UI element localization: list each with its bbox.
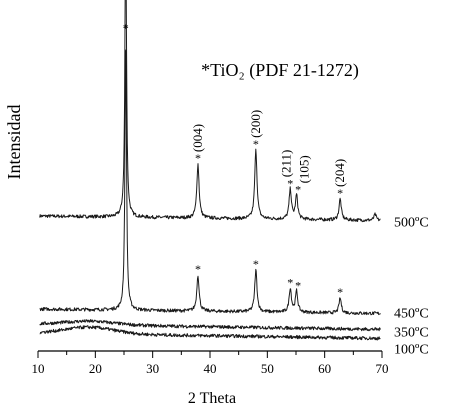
chart-title: *TiO₂ (PDF 21-1272) (201, 60, 359, 81)
hkl-label: (004) (190, 124, 205, 152)
peak-marker: * (253, 257, 259, 271)
peak-marker: * (287, 176, 293, 190)
hkl-label: (200) (248, 110, 263, 138)
peak-marker: * (123, 21, 129, 35)
hkl-label: (105) (297, 155, 312, 183)
series-line (39, 325, 381, 341)
y-axis-label: Intensidad (4, 105, 24, 180)
series-label: 100ºC (394, 343, 429, 358)
peak-marker: * (195, 262, 201, 276)
x-tick-label: 30 (146, 361, 159, 376)
x-tick-label: 20 (89, 361, 102, 376)
x-axis-label: 2 Theta (188, 390, 236, 407)
series-label: 350ºC (394, 326, 429, 341)
peak-marker: * (195, 151, 201, 165)
peak-marker: * (337, 285, 343, 299)
hkl-label: (204) (332, 159, 347, 187)
x-axis-ticks: 10 20 30 40 50 60 70 (32, 351, 389, 376)
series-line (39, 319, 381, 332)
series-label: 450ºC (394, 307, 429, 322)
series-labels: 500ºC 450ºC 350ºC 100ºC (394, 216, 429, 358)
peak-marker: * (295, 278, 301, 292)
peak-marker: * (295, 182, 301, 196)
hkl-label: (211) (278, 150, 293, 178)
series-line (39, 0, 381, 223)
peak-marker: * (253, 137, 259, 151)
series-traces (39, 0, 381, 341)
series-label: 500ºC (394, 216, 429, 231)
x-tick-label: 50 (261, 361, 274, 376)
series-line (39, 49, 381, 316)
x-tick-label: 70 (376, 361, 389, 376)
peak-marker: * (337, 186, 343, 200)
plot-area: ************(101)(004)(200)(211)(105)(20… (39, 0, 429, 358)
x-tick-label: 40 (204, 361, 217, 376)
x-tick-label: 10 (32, 361, 45, 376)
x-tick-label: 60 (318, 361, 331, 376)
peak-marker: * (287, 275, 293, 289)
peak-annotations: ************(101)(004)(200)(211)(105)(20… (123, 21, 347, 299)
